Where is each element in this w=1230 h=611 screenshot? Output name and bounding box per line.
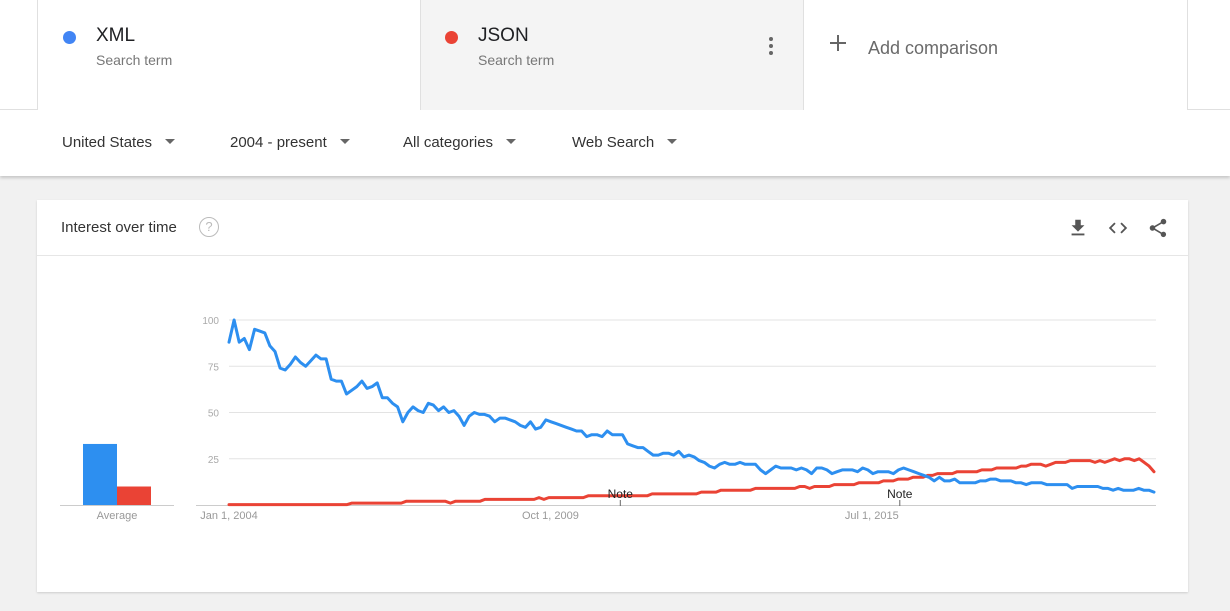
add-comparison-button[interactable]: Add comparison bbox=[804, 0, 1188, 110]
category-dropdown[interactable]: All categories bbox=[403, 134, 517, 151]
search-type-dropdown[interactable]: Web Search bbox=[572, 134, 678, 151]
region-dropdown[interactable]: United States bbox=[62, 134, 176, 151]
search-term-json[interactable]: JSON Search term bbox=[421, 0, 804, 110]
caret-down-icon bbox=[667, 139, 678, 144]
search-term-name: JSON bbox=[478, 25, 529, 46]
card-title: Interest over time bbox=[61, 219, 177, 236]
time-range-dropdown[interactable]: 2004 - present bbox=[230, 134, 350, 151]
search-term-xml[interactable]: XML Search term bbox=[37, 0, 421, 110]
search-term-name: XML bbox=[96, 25, 136, 46]
search-terms-row: XML Search term JSON Search term Add com… bbox=[0, 0, 1230, 110]
search-term-subtitle: Search term bbox=[478, 52, 555, 68]
download-icon[interactable] bbox=[1067, 217, 1089, 239]
filter-bar: United States 2004 - present All categor… bbox=[0, 110, 1230, 176]
card-header: Interest over time ? bbox=[37, 200, 1188, 256]
category-label: All categories bbox=[403, 134, 494, 151]
add-comparison-label: Add comparison bbox=[868, 38, 999, 58]
caret-down-icon bbox=[165, 139, 176, 144]
region-label: United States bbox=[62, 134, 153, 151]
caret-down-icon bbox=[506, 139, 517, 144]
search-type-label: Web Search bbox=[572, 134, 655, 151]
series-color-dot-icon bbox=[63, 31, 76, 44]
caret-down-icon bbox=[339, 139, 350, 144]
interest-over-time-card: Interest over time ? bbox=[37, 200, 1188, 592]
embed-icon[interactable] bbox=[1107, 217, 1129, 239]
series-color-dot-icon bbox=[445, 31, 458, 44]
share-icon[interactable] bbox=[1147, 217, 1169, 239]
time-range-label: 2004 - present bbox=[230, 134, 327, 151]
help-icon[interactable]: ? bbox=[199, 217, 219, 237]
plus-icon bbox=[830, 35, 846, 51]
search-term-subtitle: Search term bbox=[96, 52, 173, 68]
top-bar: XML Search term JSON Search term Add com… bbox=[0, 0, 1230, 176]
more-options-icon[interactable] bbox=[765, 36, 777, 56]
